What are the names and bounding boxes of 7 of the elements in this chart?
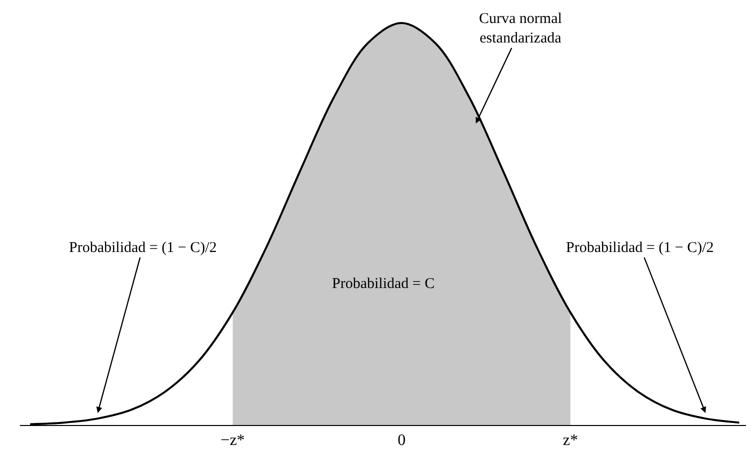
x-tick-label: −z* (220, 432, 245, 450)
annotation: Probabilidad = (1 − C)/2 (69, 240, 217, 256)
x-tick-label: z* (562, 432, 578, 450)
annotation: Probabilidad = (1 − C)/2 (566, 240, 714, 256)
annotation: Probabilidad = C (332, 276, 435, 292)
x-tick-label: 0 (398, 432, 406, 450)
annotation: Curva normal estandarizada (479, 11, 562, 46)
